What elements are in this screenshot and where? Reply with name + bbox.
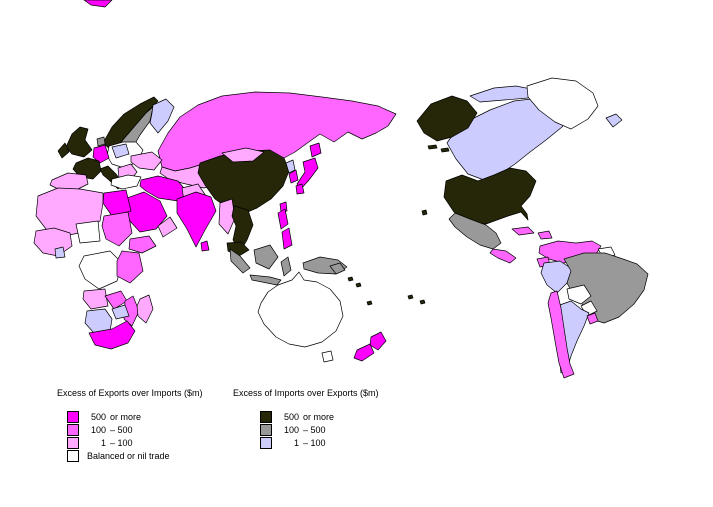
legend-swatch-imports-100-500 [260,423,272,436]
legend-item: 1 – 100 [57,436,203,449]
region-svalbard [83,0,113,8]
legend-item: 100 – 500 [233,423,379,436]
region-peru [540,260,573,294]
region-spain-portugal [49,172,89,192]
legend-item-label: – 100 [110,437,133,448]
legend-item-label: Balanced or nil trade [87,450,170,461]
region-sri-lanka [200,240,210,252]
region-poland [111,143,130,159]
legend-item-value: 500 [90,411,106,422]
legend-imports-title: Excess of Imports over Exports ($m) [233,388,379,398]
legend-item: 500 or more [233,410,379,423]
region-tasmania [321,350,334,363]
region-alaska [416,95,478,142]
world-map [33,0,649,379]
region-mongolia [221,147,265,163]
region-ethiopia-horn [128,235,157,254]
legend-item-value: 100 [283,424,299,435]
region-west-africa [33,227,73,257]
legend-swatch-imports-1-100 [260,436,272,449]
region-drc [78,250,123,290]
region-australia [257,271,344,348]
legend-exports: Excess of Exports over Imports ($m) 500 … [57,388,203,462]
legend-swatch-balanced [67,449,79,462]
region-turkey [110,174,142,190]
legend-swatch-exports-500 [67,410,79,423]
legend-item-label: or more [303,411,335,422]
region-iceland [605,113,623,128]
region-greenland [526,77,599,130]
region-bolivia [566,284,592,305]
region-hawaii [421,209,428,216]
region-pacific-islands [347,276,426,306]
region-south-africa [88,320,136,350]
region-hispaniola [537,230,553,240]
region-east-africa [116,250,144,284]
legend-exports-title: Excess of Exports over Imports ($m) [57,388,203,398]
region-finland [149,98,175,134]
legend-swatch-exports-1-100 [67,436,79,449]
region-solomon-islands [329,262,346,275]
legend-item: 1 – 100 [233,436,379,449]
region-ireland [57,142,70,159]
region-yemen-oman [157,216,178,238]
legend-item: 100 – 500 [57,423,203,436]
region-sudan [101,211,133,247]
region-denmark [96,136,106,147]
region-central-america [489,248,517,264]
region-zimbabwe [111,304,130,320]
legend-item-label: – 100 [303,437,326,448]
region-canada [446,97,572,181]
legend-item-value: 500 [283,411,299,422]
legend-item-label: – 500 [303,424,326,435]
legend-item-value: 1 [293,437,299,448]
region-uruguay [586,312,599,325]
legend-swatch-imports-500 [260,410,272,423]
region-madagascar [136,294,154,324]
region-north-korea [285,159,296,174]
region-japan [295,142,322,195]
region-new-zealand [353,331,387,362]
region-france [72,157,102,180]
region-angola [82,288,109,310]
legend-item: Balanced or nil trade [57,449,203,462]
region-uk [65,126,93,158]
region-south-korea [288,169,299,184]
legend-item: 500 or more [57,410,203,423]
legend-imports: Excess of Imports over Exports ($m) 500 … [233,388,379,449]
legend-item-value: 1 [100,437,106,448]
region-philippines [277,208,293,250]
region-chile [547,290,575,379]
legend-item-label: – 500 [110,424,133,435]
region-niger-chad [75,220,101,244]
region-aleutian-islands [427,144,450,153]
legend-item-value: 100 [90,424,106,435]
region-ghana [54,246,66,259]
legend-item-label: or more [110,411,142,422]
region-india [176,191,217,248]
region-cuba [511,226,535,236]
region-germany [92,144,110,164]
region-myanmar [218,198,236,235]
legend-swatch-exports-100-500 [67,423,79,436]
region-ukraine [130,151,163,171]
region-indonesia [229,244,292,286]
